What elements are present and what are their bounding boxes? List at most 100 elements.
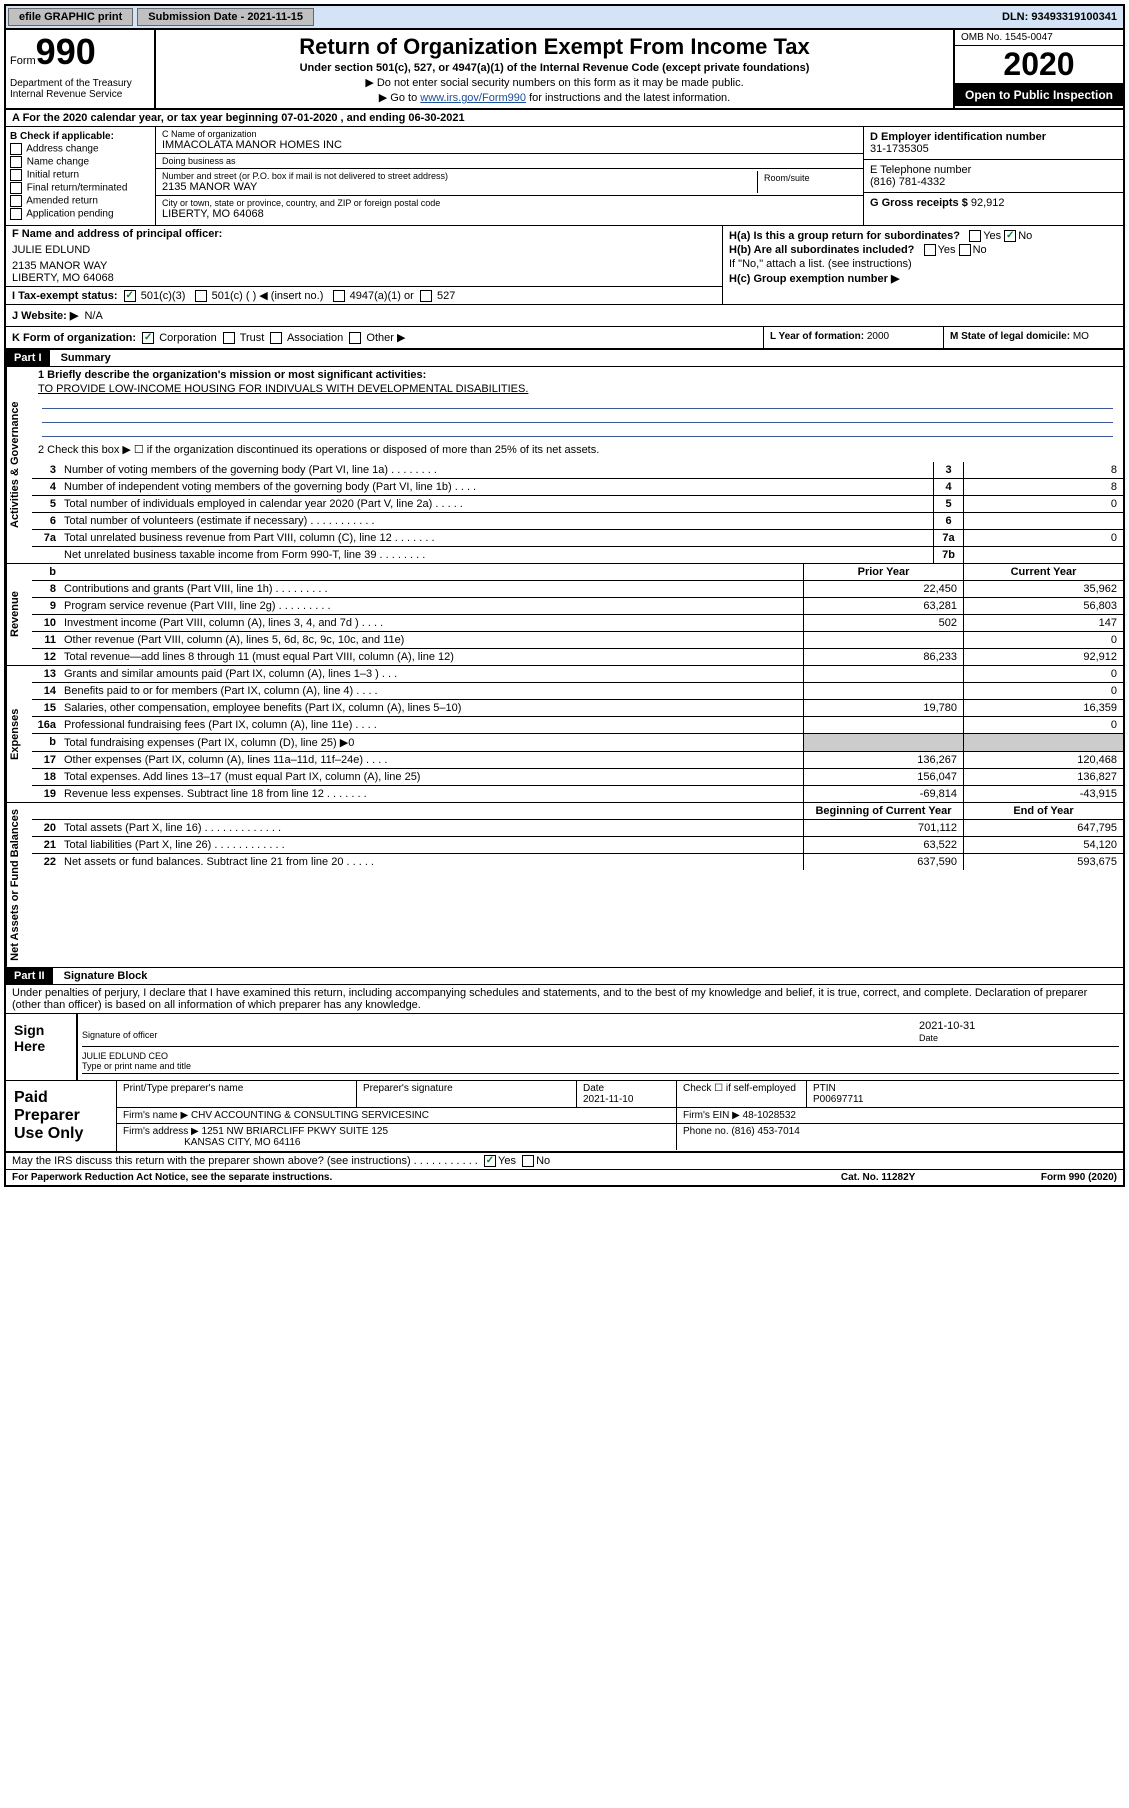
table-row: 7aTotal unrelated business revenue from … <box>32 530 1123 547</box>
addr-row: Number and street (or P.O. box if mail i… <box>156 169 863 196</box>
ck-501c3[interactable] <box>124 290 136 302</box>
ck-4947[interactable] <box>333 290 345 302</box>
hb-yes[interactable] <box>924 244 936 256</box>
firm-addr2: KANSAS CITY, MO 64116 <box>184 1137 300 1148</box>
ck-amended-return[interactable]: Amended return <box>10 195 151 207</box>
self-employed-ck[interactable]: Check ☐ if self-employed <box>677 1081 807 1107</box>
discuss-no[interactable] <box>522 1155 534 1167</box>
part2-title: Signature Block <box>56 968 156 984</box>
j-row: J Website: ▶ N/A <box>6 305 1123 327</box>
street-address: 2135 MANOR WAY <box>162 181 757 193</box>
mission-blank-line <box>42 395 1113 409</box>
table-row: 14Benefits paid to or for members (Part … <box>32 683 1123 700</box>
ck-address-change[interactable]: Address change <box>10 143 151 155</box>
mission-blank-line <box>42 423 1113 437</box>
header-left: Form990 Department of the Treasury Inter… <box>6 30 156 108</box>
form-number: 990 <box>36 31 96 72</box>
ck-corporation[interactable] <box>142 332 154 344</box>
website-value: N/A <box>84 310 102 322</box>
part1-badge: Part I <box>6 350 50 366</box>
table-row: 22Net assets or fund balances. Subtract … <box>32 854 1123 870</box>
phone-value: (816) 781-4332 <box>870 176 945 188</box>
room-suite: Room/suite <box>757 171 857 193</box>
note-link: ▶ Go to www.irs.gov/Form990 for instruct… <box>164 91 945 104</box>
omb-text: OMB No. 1545-0047 <box>955 30 1123 46</box>
hb-label: H(b) Are all subordinates included? <box>729 244 914 256</box>
section-bcdeg: B Check if applicable: Address change Na… <box>6 127 1123 226</box>
table-row: 10Investment income (Part VIII, column (… <box>32 615 1123 632</box>
state-domicile: MO <box>1073 331 1089 342</box>
firm-phone: (816) 453-7014 <box>731 1126 799 1137</box>
form-header: Form990 Department of the Treasury Inter… <box>6 30 1123 110</box>
paid-preparer-label: Paid Preparer Use Only <box>6 1081 116 1151</box>
ck-501c[interactable] <box>195 290 207 302</box>
ck-other[interactable] <box>349 332 361 344</box>
firm-name-row: Firm's name ▶ CHV ACCOUNTING & CONSULTIN… <box>117 1108 1123 1124</box>
c-name-label: C Name of organization <box>162 129 857 139</box>
preparer-date: Date2021-11-10 <box>577 1081 677 1107</box>
officer-name-title: JULIE EDLUND CEO <box>82 1051 168 1061</box>
ck-trust[interactable] <box>223 332 235 344</box>
prior-year-header: Prior Year <box>803 564 963 580</box>
name-title-line: JULIE EDLUND CEOType or print name and t… <box>82 1049 1119 1074</box>
table-row: 3Number of voting members of the governi… <box>32 462 1123 479</box>
table-row: 15Salaries, other compensation, employee… <box>32 700 1123 717</box>
part1-header: Part I Summary <box>6 350 1123 367</box>
e-phone: E Telephone number(816) 781-4332 <box>864 160 1123 193</box>
table-row: 5Total number of individuals employed in… <box>32 496 1123 513</box>
open-inspection: Open to Public Inspection <box>955 84 1123 106</box>
signature-line[interactable]: Signature of officer 2021-10-31Date <box>82 1018 1119 1047</box>
ck-application-pending[interactable]: Application pending <box>10 208 151 220</box>
line-a: A For the 2020 calendar year, or tax yea… <box>6 110 1123 127</box>
hb-no[interactable] <box>959 244 971 256</box>
netassets-section: Net Assets or Fund Balances Beginning of… <box>6 803 1123 968</box>
dln-text: DLN: 93493319100341 <box>1002 11 1123 23</box>
ck-association[interactable] <box>270 332 282 344</box>
expenses-side-label: Expenses <box>6 666 32 802</box>
b-header: B Check if applicable: <box>10 131 114 142</box>
ck-final-return[interactable]: Final return/terminated <box>10 182 151 194</box>
k-block: K Form of organization: Corporation Trus… <box>6 327 763 348</box>
submission-date-button[interactable]: Submission Date - 2021-11-15 <box>137 8 314 26</box>
revenue-side-label: Revenue <box>6 564 32 665</box>
table-row: 19Revenue less expenses. Subtract line 1… <box>32 786 1123 802</box>
governance-side-label: Activities & Governance <box>6 367 32 563</box>
beginning-year-header: Beginning of Current Year <box>803 803 963 819</box>
netassets-side-label: Net Assets or Fund Balances <box>6 803 32 967</box>
line2: 2 Check this box ▶ ☐ if the organization… <box>32 437 1123 462</box>
city-row: City or town, state or province, country… <box>156 196 863 222</box>
line1: 1 Briefly describe the organization's mi… <box>32 367 1123 383</box>
tax-year: 2020 <box>955 46 1123 84</box>
gross-receipts: 92,912 <box>971 197 1005 209</box>
f-label: F Name and address of principal officer: <box>12 228 222 240</box>
ck-527[interactable] <box>420 290 432 302</box>
revenue-section: Revenue b Prior Year Current Year 8Contr… <box>6 564 1123 666</box>
mission-text: TO PROVIDE LOW-INCOME HOUSING FOR INDIVU… <box>32 383 1123 395</box>
i-row: I Tax-exempt status: 501(c)(3) 501(c) ( … <box>6 286 722 304</box>
firm-name: CHV ACCOUNTING & CONSULTING SERVICESINC <box>191 1110 429 1121</box>
table-row: 16aProfessional fundraising fees (Part I… <box>32 717 1123 734</box>
officer-name: JULIE EDLUND <box>6 242 722 258</box>
ck-initial-return[interactable]: Initial return <box>10 169 151 181</box>
efile-button[interactable]: efile GRAPHIC print <box>8 8 133 26</box>
form-label: Form <box>10 55 36 67</box>
ha-yes[interactable] <box>969 230 981 242</box>
mission-blank-line <box>42 409 1113 423</box>
ha-label: H(a) Is this a group return for subordin… <box>729 230 960 242</box>
discuss-yes[interactable] <box>484 1155 496 1167</box>
b-checkboxes: B Check if applicable: Address change Na… <box>6 127 156 225</box>
expenses-section: Expenses 13Grants and similar amounts pa… <box>6 666 1123 803</box>
d-ein: D Employer identification number31-17353… <box>864 127 1123 160</box>
topbar: efile GRAPHIC print Submission Date - 20… <box>6 6 1123 30</box>
table-row: 18Total expenses. Add lines 13–17 (must … <box>32 769 1123 786</box>
preparer-header-row: Print/Type preparer's name Preparer's si… <box>117 1081 1123 1108</box>
h-block: H(a) Is this a group return for subordin… <box>723 226 1123 304</box>
current-year-header: Current Year <box>963 564 1123 580</box>
paperwork-notice: For Paperwork Reduction Act Notice, see … <box>12 1172 841 1183</box>
ck-name-change[interactable]: Name change <box>10 156 151 168</box>
header-mid: Return of Organization Exempt From Incom… <box>156 30 953 108</box>
ha-no[interactable] <box>1004 230 1016 242</box>
irs-link[interactable]: www.irs.gov/Form990 <box>420 92 526 104</box>
table-row: 6Total number of volunteers (estimate if… <box>32 513 1123 530</box>
hc-label: H(c) Group exemption number ▶ <box>729 273 899 285</box>
